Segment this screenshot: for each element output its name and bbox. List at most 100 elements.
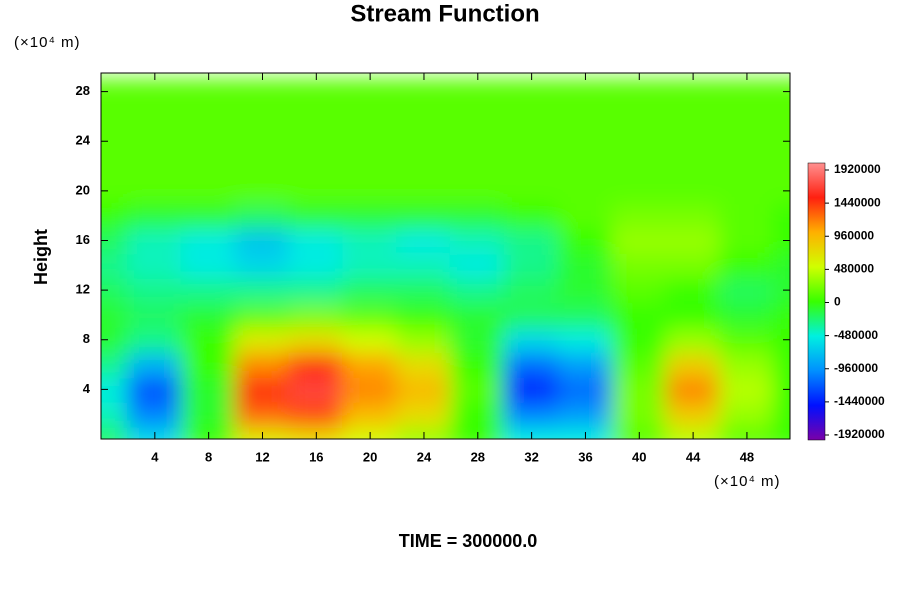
field-cell	[342, 400, 399, 428]
field-cell	[126, 301, 183, 329]
footer: TIME = 300000.0	[399, 531, 538, 551]
field-cell	[557, 326, 614, 354]
field-cell	[449, 103, 506, 130]
field-cell	[665, 251, 722, 279]
x-tick-label: 24	[417, 449, 432, 464]
field-cell	[665, 78, 722, 106]
y-axis-label: Height	[31, 229, 51, 285]
field-cell	[126, 103, 183, 130]
colorbar	[807, 162, 826, 441]
field-cell	[772, 251, 790, 279]
field-cell	[101, 251, 129, 279]
field-cell	[449, 375, 506, 403]
field-cell	[396, 78, 452, 106]
field-cell	[449, 400, 506, 428]
field-cell	[396, 227, 452, 254]
field-cell	[557, 400, 614, 428]
field-cell	[665, 227, 722, 254]
y-tick-label: 8	[83, 331, 90, 346]
field-cell	[342, 103, 399, 130]
x-tick-label: 12	[255, 449, 269, 464]
field-cell	[342, 351, 399, 378]
field-cell	[611, 227, 668, 254]
field-cell	[772, 425, 790, 439]
field-cell	[611, 78, 668, 106]
field-cell	[126, 127, 183, 155]
x-tick-label: 32	[524, 449, 538, 464]
field-cell	[234, 326, 291, 354]
field-cell	[288, 78, 345, 106]
field-cell	[665, 177, 722, 205]
field-cell	[396, 301, 452, 329]
field-cell	[719, 152, 775, 180]
field-cell	[719, 251, 775, 279]
field-cell	[342, 251, 399, 279]
field-cell	[180, 251, 237, 279]
field-cell	[503, 152, 560, 180]
field-cell	[234, 127, 291, 155]
field-cell	[449, 127, 506, 155]
field-cell	[719, 103, 775, 130]
field-cell	[288, 177, 345, 205]
field-cell	[772, 78, 790, 106]
field-cell	[396, 276, 452, 304]
field-cell	[772, 202, 790, 230]
field-cell	[665, 152, 722, 180]
field-cell	[719, 375, 775, 403]
field-cell	[503, 227, 560, 254]
field-cell	[180, 400, 237, 428]
field-cell	[288, 400, 345, 428]
field-cell	[396, 351, 452, 378]
field-cell	[503, 251, 560, 279]
field-cell	[126, 375, 183, 403]
field-cell	[288, 202, 345, 230]
field-cell	[719, 177, 775, 205]
x-unit: (×10⁴ m)	[714, 473, 781, 490]
field-cell	[611, 276, 668, 304]
y-tick-label: 12	[76, 282, 90, 297]
field-cell	[611, 301, 668, 329]
field-cell	[288, 227, 345, 254]
field-cell	[503, 202, 560, 230]
field-cell	[342, 78, 399, 106]
x-tick-label: 20	[363, 449, 377, 464]
colorbar-tick-label: -960000	[834, 361, 878, 375]
field-cell	[665, 202, 722, 230]
field-cell	[180, 152, 237, 180]
field-cell	[503, 351, 560, 378]
colorbar-tick-label: 1440000	[834, 195, 881, 209]
x-tick-label: 36	[578, 449, 592, 464]
field-cell	[503, 177, 560, 205]
field-cell	[126, 177, 183, 205]
y-tick-label: 4	[83, 381, 91, 396]
field-cell	[396, 127, 452, 155]
field-cell	[288, 103, 345, 130]
field-cell	[611, 177, 668, 205]
field-cell	[503, 301, 560, 329]
field-cell	[234, 103, 291, 130]
field-cell	[772, 326, 790, 354]
field-cell	[503, 276, 560, 304]
field-cell	[126, 326, 183, 354]
field-cell	[772, 351, 790, 378]
field-cell	[126, 276, 183, 304]
field-cell	[396, 251, 452, 279]
field-cell	[557, 251, 614, 279]
field-cell	[234, 276, 291, 304]
field-cell	[234, 400, 291, 428]
field-cell	[126, 202, 183, 230]
field-cell	[449, 177, 506, 205]
field-cell	[719, 127, 775, 155]
field-cell	[342, 326, 399, 354]
field-cell	[719, 202, 775, 230]
field-cell	[611, 127, 668, 155]
field-cell	[126, 251, 183, 279]
colorbar-tick-label: -1440000	[834, 394, 885, 408]
field-cell	[557, 103, 614, 130]
field-cell	[396, 177, 452, 205]
field-cell	[180, 78, 237, 106]
field-cell	[288, 152, 345, 180]
field-cell	[772, 177, 790, 205]
field-cell	[288, 276, 345, 304]
